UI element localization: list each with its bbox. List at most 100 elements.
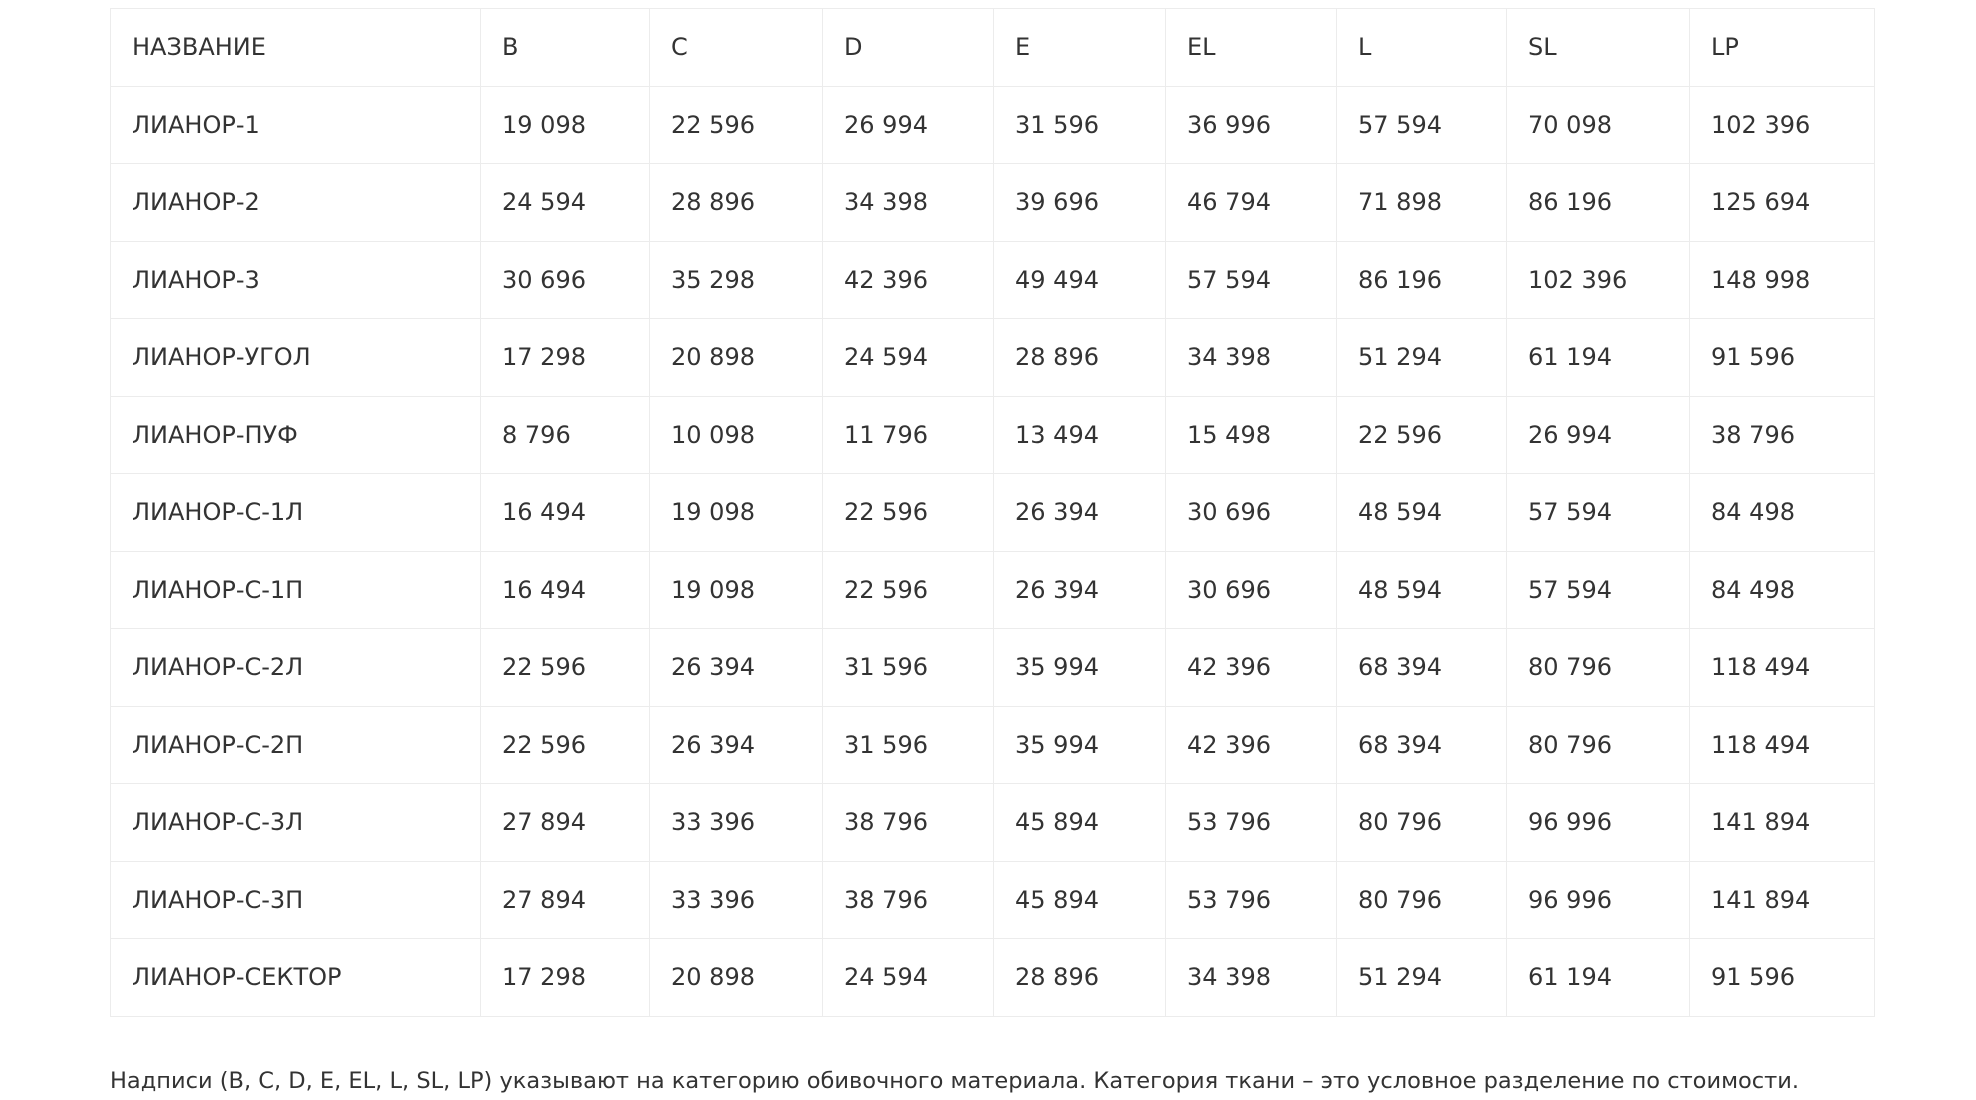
header-c: C xyxy=(649,8,823,87)
table-row: ЛИАНОР-С-3Л 27 894 33 396 38 796 45 894 53 79… xyxy=(110,783,1875,862)
cell-l: 22 596 xyxy=(1336,395,1507,474)
cell-name: ЛИАНОР-С-2П xyxy=(110,705,481,784)
cell-b: 16 494 xyxy=(480,550,650,629)
cell-b: 27 894 xyxy=(480,783,650,862)
cell-c: 35 298 xyxy=(649,240,823,319)
cell-l: 86 196 xyxy=(1336,240,1507,319)
cell-lp: 84 498 xyxy=(1689,473,1875,552)
table-row: ЛИАНОР-С-2Л 22 596 26 394 31 596 35 994 42 39… xyxy=(110,628,1875,707)
cell-e: 39 696 xyxy=(993,163,1166,242)
cell-sl: 96 996 xyxy=(1506,783,1690,862)
price-table: НАЗВАНИЕ B C D E EL L SL LP ЛИАНОР-1 19 0… xyxy=(110,8,1875,1017)
cell-c: 19 098 xyxy=(649,473,823,552)
cell-lp: 141 894 xyxy=(1689,783,1875,862)
cell-name: ЛИАНОР-С-2Л xyxy=(110,628,481,707)
table-row: ЛИАНОР-СЕКТОР 17 298 20 898 24 594 28 896 34 … xyxy=(110,938,1875,1017)
cell-d: 26 994 xyxy=(822,85,994,164)
table-row: ЛИАНОР-1 19 098 22 596 26 994 31 596 36 996 57… xyxy=(110,85,1875,164)
cell-name: ЛИАНОР-УГОЛ xyxy=(110,318,481,397)
cell-b: 17 298 xyxy=(480,318,650,397)
cell-e: 26 394 xyxy=(993,550,1166,629)
cell-c: 26 394 xyxy=(649,705,823,784)
header-el: EL xyxy=(1165,8,1337,87)
cell-c: 20 898 xyxy=(649,318,823,397)
cell-sl: 96 996 xyxy=(1506,860,1690,939)
cell-e: 45 894 xyxy=(993,783,1166,862)
cell-l: 57 594 xyxy=(1336,85,1507,164)
cell-lp: 91 596 xyxy=(1689,938,1875,1017)
cell-lp: 84 498 xyxy=(1689,550,1875,629)
cell-sl: 26 994 xyxy=(1506,395,1690,474)
cell-c: 19 098 xyxy=(649,550,823,629)
cell-b: 22 596 xyxy=(480,705,650,784)
table-row: ЛИАНОР-С-1П 16 494 19 098 22 596 26 394 30 69… xyxy=(110,550,1875,629)
cell-c: 22 596 xyxy=(649,85,823,164)
table-row: ЛИАНОР-С-2П 22 596 26 394 31 596 35 994 42 39… xyxy=(110,705,1875,784)
cell-d: 22 596 xyxy=(822,473,994,552)
cell-el: 42 396 xyxy=(1165,705,1337,784)
cell-lp: 118 494 xyxy=(1689,628,1875,707)
cell-sl: 57 594 xyxy=(1506,550,1690,629)
cell-d: 22 596 xyxy=(822,550,994,629)
cell-l: 48 594 xyxy=(1336,550,1507,629)
cell-name: ЛИАНОР-С-3Л xyxy=(110,783,481,862)
cell-e: 26 394 xyxy=(993,473,1166,552)
header-b: B xyxy=(480,8,650,87)
cell-b: 24 594 xyxy=(480,163,650,242)
cell-l: 80 796 xyxy=(1336,860,1507,939)
cell-e: 35 994 xyxy=(993,705,1166,784)
cell-c: 33 396 xyxy=(649,783,823,862)
cell-name: ЛИАНОР-ПУФ xyxy=(110,395,481,474)
cell-d: 31 596 xyxy=(822,705,994,784)
cell-e: 35 994 xyxy=(993,628,1166,707)
table-header-row: НАЗВАНИЕ B C D E EL L SL LP xyxy=(110,8,1875,87)
cell-el: 30 696 xyxy=(1165,550,1337,629)
table-row: ЛИАНОР-УГОЛ 17 298 20 898 24 594 28 896 34 39… xyxy=(110,318,1875,397)
cell-el: 30 696 xyxy=(1165,473,1337,552)
table-body: ЛИАНОР-1 19 098 22 596 26 994 31 596 36 996 57… xyxy=(110,85,1875,1017)
cell-l: 51 294 xyxy=(1336,318,1507,397)
header-e: E xyxy=(993,8,1166,87)
cell-name: ЛИАНОР-С-1Л xyxy=(110,473,481,552)
cell-b: 19 098 xyxy=(480,85,650,164)
cell-sl: 57 594 xyxy=(1506,473,1690,552)
cell-name: ЛИАНОР-3 xyxy=(110,240,481,319)
cell-el: 34 398 xyxy=(1165,938,1337,1017)
cell-name: ЛИАНОР-СЕКТОР xyxy=(110,938,481,1017)
header-d: D xyxy=(822,8,994,87)
header-name: НАЗВАНИЕ xyxy=(110,8,481,87)
cell-c: 26 394 xyxy=(649,628,823,707)
cell-name: ЛИАНОР-С-1П xyxy=(110,550,481,629)
cell-l: 48 594 xyxy=(1336,473,1507,552)
cell-b: 8 796 xyxy=(480,395,650,474)
cell-l: 80 796 xyxy=(1336,783,1507,862)
cell-el: 53 796 xyxy=(1165,860,1337,939)
cell-b: 30 696 xyxy=(480,240,650,319)
cell-el: 42 396 xyxy=(1165,628,1337,707)
cell-d: 38 796 xyxy=(822,860,994,939)
cell-lp: 91 596 xyxy=(1689,318,1875,397)
cell-d: 24 594 xyxy=(822,938,994,1017)
cell-b: 27 894 xyxy=(480,860,650,939)
cell-c: 33 396 xyxy=(649,860,823,939)
cell-e: 28 896 xyxy=(993,318,1166,397)
cell-lp: 148 998 xyxy=(1689,240,1875,319)
cell-lp: 38 796 xyxy=(1689,395,1875,474)
cell-d: 38 796 xyxy=(822,783,994,862)
cell-sl: 80 796 xyxy=(1506,628,1690,707)
cell-sl: 61 194 xyxy=(1506,938,1690,1017)
cell-e: 45 894 xyxy=(993,860,1166,939)
cell-e: 28 896 xyxy=(993,938,1166,1017)
cell-el: 53 796 xyxy=(1165,783,1337,862)
cell-e: 13 494 xyxy=(993,395,1166,474)
cell-l: 68 394 xyxy=(1336,628,1507,707)
table-row: ЛИАНОР-3 30 696 35 298 42 396 49 494 57 594 86… xyxy=(110,240,1875,319)
cell-name: ЛИАНОР-С-3П xyxy=(110,860,481,939)
cell-c: 28 896 xyxy=(649,163,823,242)
cell-d: 11 796 xyxy=(822,395,994,474)
cell-c: 20 898 xyxy=(649,938,823,1017)
footnote: Надписи (B, C, D, E, EL, L, SL, LP) указ… xyxy=(110,1068,1800,1094)
cell-l: 51 294 xyxy=(1336,938,1507,1017)
table-row: ЛИАНОР-С-3П 27 894 33 396 38 796 45 894 53 79… xyxy=(110,860,1875,939)
cell-lp: 102 396 xyxy=(1689,85,1875,164)
